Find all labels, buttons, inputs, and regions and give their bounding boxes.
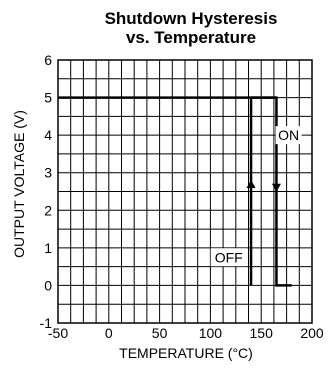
series-line-2 xyxy=(249,96,277,286)
arrow-down-icon xyxy=(271,183,281,192)
plot-frame xyxy=(57,59,313,324)
y-tick-label: 5 xyxy=(44,90,52,106)
y-tick-label: 3 xyxy=(44,165,52,181)
annotation-background xyxy=(275,126,302,145)
chart-title: Shutdown Hysteresis xyxy=(105,9,278,28)
series-lines xyxy=(58,96,292,287)
y-tick-label: -1 xyxy=(40,315,53,331)
y-tick-label: 0 xyxy=(44,277,52,293)
annotation-background xyxy=(210,248,247,267)
annotation-label-2: OFF xyxy=(215,249,243,265)
x-tick-label: -50 xyxy=(48,325,68,341)
x-tick-label: 50 xyxy=(152,325,168,341)
grid xyxy=(57,59,313,324)
x-tick-label: 0 xyxy=(105,325,113,341)
x-tick-label: 200 xyxy=(300,325,324,341)
annotations: ON OFF xyxy=(210,126,302,267)
y-tick-label: 2 xyxy=(44,202,52,218)
x-axis-label: TEMPERATURE (°C) xyxy=(119,345,253,361)
y-tick-label: 1 xyxy=(44,240,52,256)
tick-labels: -50 0 50 100 150 200 -1 0 1 2 3 4 5 6 xyxy=(40,52,324,341)
x-tick-label: 100 xyxy=(199,325,223,341)
y-tick-label: 6 xyxy=(44,52,52,68)
y-tick-label: 4 xyxy=(44,127,52,143)
y-axis-label: OUTPUT VOLTAGE (V) xyxy=(11,110,27,258)
annotation-label-1: ON xyxy=(278,127,299,143)
arrow-up-icon xyxy=(246,179,256,188)
chart-subtitle: vs. Temperature xyxy=(126,28,256,47)
x-tick-label: 150 xyxy=(250,325,274,341)
